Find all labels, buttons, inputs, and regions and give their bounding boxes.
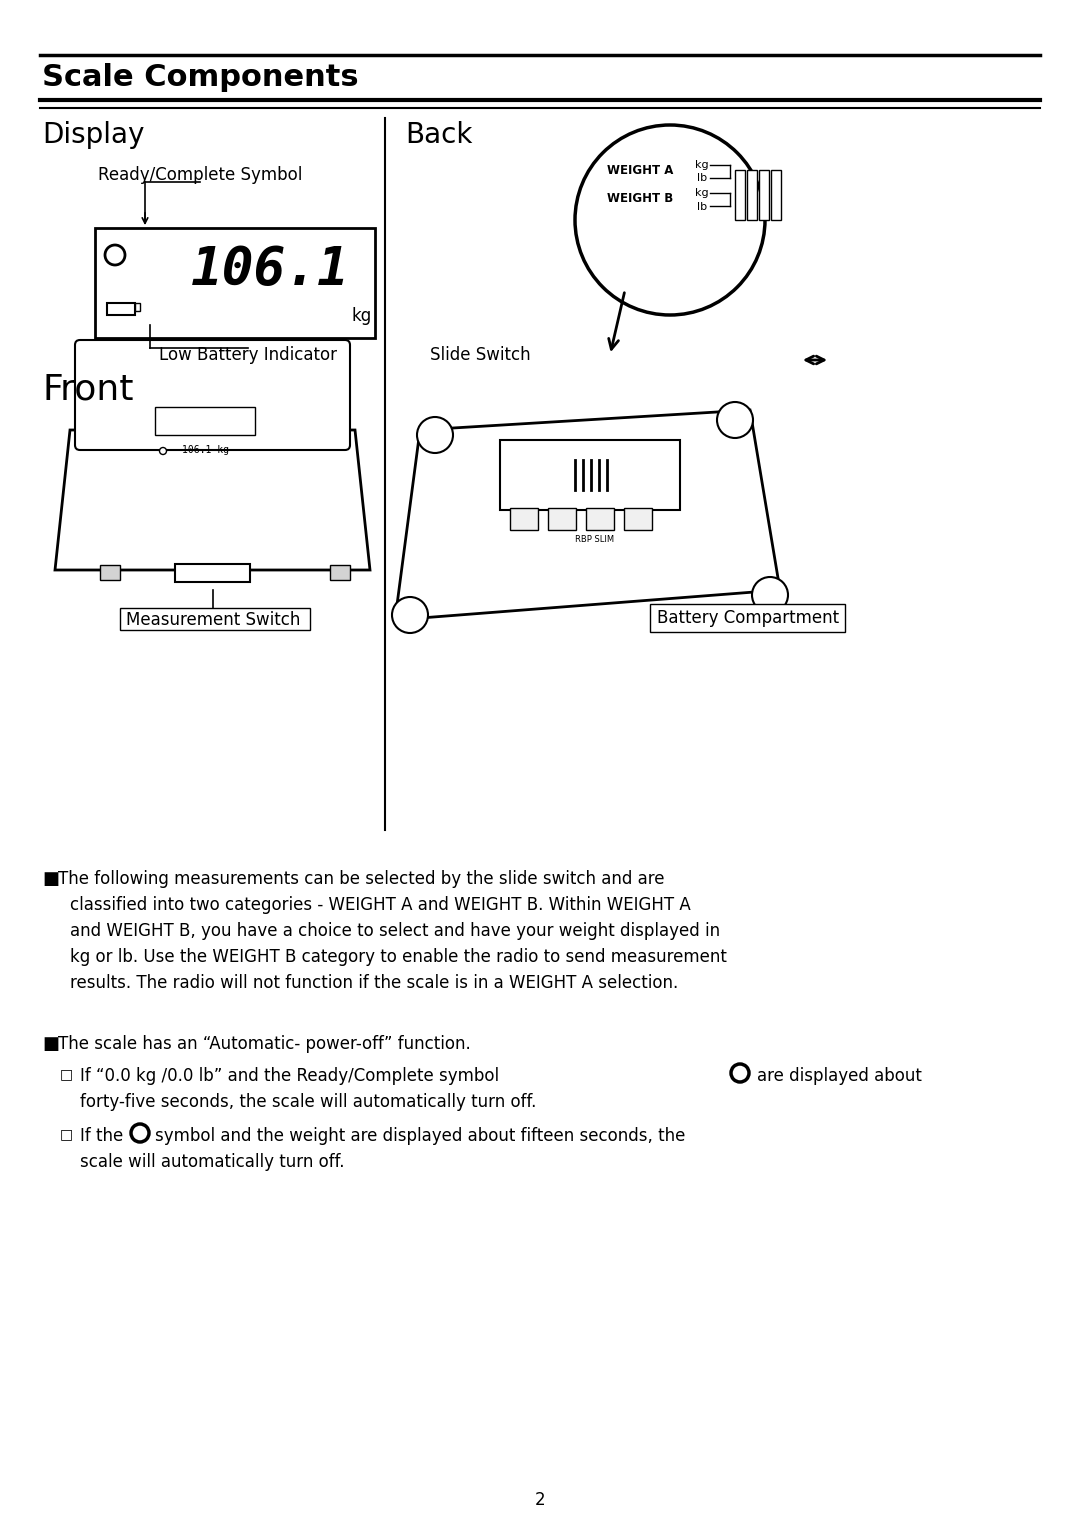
Text: lb: lb <box>697 173 707 183</box>
Text: Front: Front <box>42 373 134 408</box>
Text: 106.1 kg: 106.1 kg <box>181 444 229 455</box>
Polygon shape <box>395 411 780 620</box>
Circle shape <box>575 125 765 315</box>
Bar <box>759 169 769 220</box>
Text: □: □ <box>60 1067 73 1081</box>
Bar <box>107 302 135 315</box>
Bar <box>156 408 255 435</box>
Text: Measurement Switch: Measurement Switch <box>125 611 300 629</box>
Text: Low Battery Indicator: Low Battery Indicator <box>159 347 337 363</box>
Bar <box>156 341 345 363</box>
Bar <box>330 565 350 580</box>
Text: kg or lb. Use the WEIGHT B category to enable the radio to send measurement: kg or lb. Use the WEIGHT B category to e… <box>70 948 727 967</box>
Text: kg: kg <box>352 307 373 325</box>
Bar <box>510 508 538 530</box>
Text: Back: Back <box>405 121 472 150</box>
Circle shape <box>717 402 753 438</box>
Bar <box>175 563 249 582</box>
Bar <box>650 605 845 632</box>
Text: results. The radio will not function if the scale is in a WEIGHT A selection.: results. The radio will not function if … <box>70 974 678 993</box>
Text: If the: If the <box>80 1127 123 1145</box>
Bar <box>548 508 576 530</box>
Circle shape <box>417 417 453 454</box>
Text: Ready/Complete Symbol: Ready/Complete Symbol <box>98 166 302 183</box>
Bar <box>735 169 745 220</box>
Circle shape <box>731 1064 750 1083</box>
Text: Scale Components: Scale Components <box>42 64 359 93</box>
Text: and WEIGHT B, you have a choice to select and have your weight displayed in: and WEIGHT B, you have a choice to selec… <box>70 922 720 941</box>
Text: forty-five seconds, the scale will automatically turn off.: forty-five seconds, the scale will autom… <box>80 1093 537 1112</box>
Text: ■: ■ <box>42 870 59 889</box>
Polygon shape <box>55 431 370 570</box>
Circle shape <box>160 447 166 455</box>
Text: WEIGHT B: WEIGHT B <box>607 191 673 205</box>
Text: are displayed about: are displayed about <box>757 1067 922 1086</box>
Text: If “0.0 kg /0.0 lb” and the Ready/Complete symbol: If “0.0 kg /0.0 lb” and the Ready/Comple… <box>80 1067 499 1086</box>
Text: scale will automatically turn off.: scale will automatically turn off. <box>80 1153 345 1171</box>
Text: RBP SLIM: RBP SLIM <box>576 536 615 545</box>
Circle shape <box>752 577 788 612</box>
FancyBboxPatch shape <box>75 341 350 450</box>
Bar <box>500 440 680 510</box>
Text: WEIGHT A: WEIGHT A <box>607 163 673 177</box>
Text: kg: kg <box>696 160 708 169</box>
Bar <box>100 565 120 580</box>
Text: Display: Display <box>42 121 145 150</box>
Text: lb: lb <box>697 202 707 212</box>
Text: Battery Compartment: Battery Compartment <box>657 609 839 628</box>
Text: The following measurements can be selected by the slide switch and are: The following measurements can be select… <box>58 870 664 889</box>
Bar <box>747 169 757 220</box>
Bar <box>120 608 310 631</box>
Text: □: □ <box>60 1127 73 1141</box>
Text: ■: ■ <box>42 1035 59 1054</box>
Circle shape <box>131 1124 149 1142</box>
Text: symbol and the weight are displayed about fifteen seconds, the: symbol and the weight are displayed abou… <box>156 1127 686 1145</box>
Text: 2: 2 <box>535 1490 545 1509</box>
Bar <box>95 228 375 337</box>
Circle shape <box>105 244 125 266</box>
Bar <box>624 508 652 530</box>
Text: The scale has an “Automatic- power-off” function.: The scale has an “Automatic- power-off” … <box>58 1035 471 1054</box>
Bar <box>586 508 615 530</box>
Bar <box>771 169 781 220</box>
Text: 106.1: 106.1 <box>191 244 349 296</box>
Circle shape <box>392 597 428 634</box>
Text: Slide Switch: Slide Switch <box>430 347 530 363</box>
Text: kg: kg <box>696 188 708 199</box>
Text: classified into two categories - WEIGHT A and WEIGHT B. Within WEIGHT A: classified into two categories - WEIGHT … <box>70 896 691 915</box>
Bar <box>135 302 140 312</box>
